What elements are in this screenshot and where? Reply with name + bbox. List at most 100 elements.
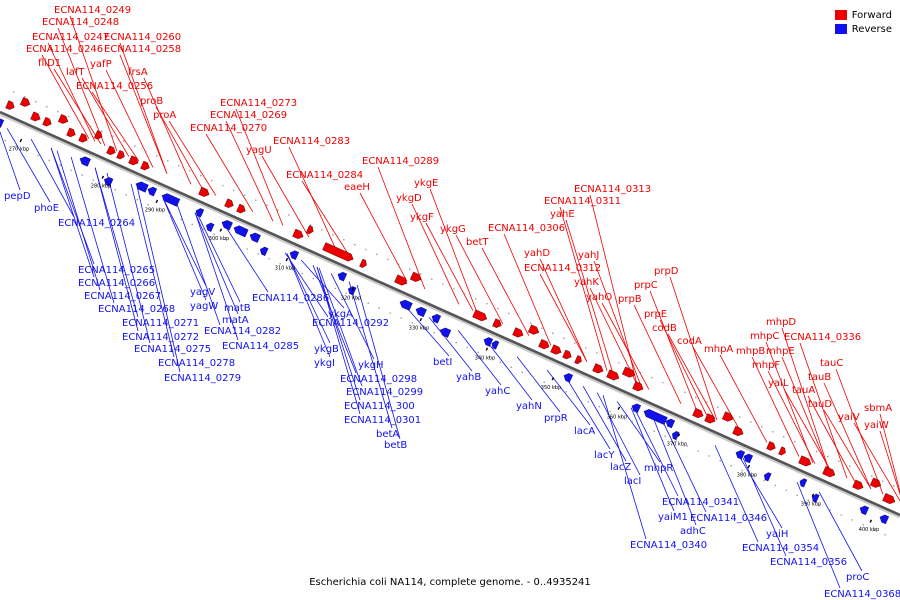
forward-gene-label[interactable]: tauB xyxy=(808,372,831,383)
reverse-gene-label[interactable]: betI xyxy=(433,357,452,368)
forward-gene-label[interactable]: yahD xyxy=(524,248,550,259)
reverse-gene-label[interactable]: ECNA114_0346 xyxy=(690,513,767,524)
reverse-gene-label[interactable]: ECNA114_0341 xyxy=(662,497,739,508)
reverse-gene-label[interactable]: yaiM1 xyxy=(658,512,688,523)
forward-gene-label[interactable]: ykgG xyxy=(440,224,466,235)
forward-gene-label[interactable]: prpE xyxy=(644,309,667,320)
forward-gene-label[interactable]: yahE xyxy=(550,209,575,220)
forward-gene-label[interactable]: ECNA114_0247 xyxy=(32,32,109,43)
forward-gene-label[interactable]: prpC xyxy=(634,280,658,291)
forward-gene-label[interactable]: sbmA xyxy=(864,403,892,414)
reverse-gene-label[interactable]: betA xyxy=(376,429,399,440)
reverse-gene-label[interactable]: ECNA114_0354 xyxy=(742,543,819,554)
reverse-gene-label[interactable]: ECNA114_0267 xyxy=(84,291,161,302)
reverse-gene-label[interactable]: ECNA114_0268 xyxy=(98,304,175,315)
reverse-gene-label[interactable]: yahB xyxy=(456,372,481,383)
forward-gene-label[interactable]: mhpD xyxy=(766,317,796,328)
reverse-gene-label[interactable]: yaiH xyxy=(766,529,788,540)
reverse-gene-label[interactable]: ECNA114_300 xyxy=(344,401,415,412)
forward-gene-label[interactable]: ECNA114_0248 xyxy=(42,17,119,28)
reverse-gene-label[interactable]: ECNA114_0299 xyxy=(346,387,423,398)
reverse-gene-label[interactable]: pepD xyxy=(4,191,31,202)
reverse-gene-label[interactable]: mhpR xyxy=(644,463,673,474)
reverse-gene-label[interactable]: ECNA114_0368 xyxy=(824,589,900,600)
forward-gene-label[interactable]: tauC xyxy=(820,358,843,369)
forward-gene-label[interactable]: ECNA114_0256 xyxy=(76,81,153,92)
forward-gene-label[interactable]: ykgE xyxy=(414,178,438,189)
forward-gene-label[interactable]: codB xyxy=(652,323,677,334)
forward-gene-label[interactable]: ECNA114_0249 xyxy=(54,5,131,16)
forward-gene-label[interactable]: ykgF xyxy=(410,212,434,223)
forward-gene-label[interactable]: ECNA114_0306 xyxy=(488,223,565,234)
reverse-gene-label[interactable]: yahC xyxy=(485,386,510,397)
reverse-gene-label[interactable]: ECNA114_0298 xyxy=(340,374,417,385)
forward-gene-label[interactable]: fliD1 xyxy=(38,58,61,69)
forward-gene-label[interactable]: eaeH xyxy=(344,182,370,193)
forward-gene-label[interactable]: mhpA xyxy=(704,344,733,355)
forward-gene-label[interactable]: ECNA114_0312 xyxy=(524,263,601,274)
reverse-gene-label[interactable]: yahN xyxy=(516,401,542,412)
reverse-gene-label[interactable]: yagW xyxy=(190,301,218,312)
forward-gene-label[interactable]: tauD xyxy=(808,399,832,410)
reverse-gene-label[interactable]: ykgH xyxy=(358,360,384,371)
forward-gene-label[interactable]: ECNA114_0258 xyxy=(104,44,181,55)
forward-gene-label[interactable]: mhpC xyxy=(750,331,779,342)
forward-gene-label[interactable]: yaiL xyxy=(768,378,789,389)
reverse-gene-label[interactable]: lacZ xyxy=(610,462,631,473)
forward-gene-label[interactable]: ECNA114_0246 xyxy=(26,44,103,55)
forward-gene-label[interactable]: yaiW xyxy=(864,420,889,431)
reverse-gene-label[interactable]: betB xyxy=(384,440,407,451)
reverse-gene-label[interactable]: lacY xyxy=(594,450,615,461)
forward-gene-label[interactable]: yaiV xyxy=(838,412,860,423)
reverse-gene-label[interactable]: matB xyxy=(224,303,251,314)
reverse-gene-label[interactable]: lacI xyxy=(624,476,641,487)
reverse-gene-label[interactable]: ECNA114_0272 xyxy=(122,332,199,343)
reverse-gene-label[interactable]: ykgB xyxy=(314,344,339,355)
reverse-gene-label[interactable]: ECNA114_0282 xyxy=(204,326,281,337)
forward-gene-label[interactable]: yahJ xyxy=(578,250,599,261)
reverse-gene-label[interactable]: ECNA114_0279 xyxy=(164,373,241,384)
reverse-gene-label[interactable]: phoE xyxy=(34,203,59,214)
reverse-gene-label[interactable]: prpR xyxy=(544,413,568,424)
reverse-gene-label[interactable]: ECNA114_0301 xyxy=(344,415,421,426)
reverse-gene-label[interactable]: ECNA114_0286 xyxy=(252,293,329,304)
forward-gene-label[interactable]: mhpB xyxy=(736,346,765,357)
forward-gene-label[interactable]: ECNA114_0283 xyxy=(273,136,350,147)
reverse-gene-label[interactable]: yagV xyxy=(190,287,215,298)
forward-gene-label[interactable]: ECNA114_0284 xyxy=(286,170,363,181)
reverse-gene-label[interactable]: proC xyxy=(846,572,869,583)
reverse-gene-label[interactable]: ECNA114_0278 xyxy=(158,358,235,369)
reverse-gene-label[interactable]: ykgA xyxy=(328,309,353,320)
forward-gene-label[interactable]: yahK xyxy=(574,277,599,288)
reverse-gene-label[interactable]: ECNA114_0285 xyxy=(222,341,299,352)
forward-gene-label[interactable]: mhpE xyxy=(766,346,795,357)
reverse-gene-label[interactable]: matA xyxy=(222,315,249,326)
forward-gene-label[interactable]: proB xyxy=(140,96,163,107)
forward-gene-label[interactable]: yafP xyxy=(90,59,112,70)
forward-gene-label[interactable]: codA xyxy=(677,336,702,347)
forward-gene-label[interactable]: ECNA114_0289 xyxy=(362,156,439,167)
reverse-gene-label[interactable]: ECNA114_0356 xyxy=(770,557,847,568)
forward-gene-label[interactable]: ECNA114_0336 xyxy=(784,332,861,343)
forward-gene-label[interactable]: tauA xyxy=(792,385,815,396)
forward-gene-label[interactable]: lafT xyxy=(66,67,85,78)
reverse-gene-label[interactable]: ECNA114_0266 xyxy=(78,278,155,289)
forward-gene-label[interactable]: ECNA114_0260 xyxy=(104,32,181,43)
forward-gene-label[interactable]: prpB xyxy=(618,294,642,305)
forward-gene-label[interactable]: prpD xyxy=(654,266,679,277)
reverse-gene-label[interactable]: ECNA114_0292 xyxy=(312,318,389,329)
reverse-gene-label[interactable]: lacA xyxy=(574,426,595,437)
forward-gene-label[interactable]: ykgD xyxy=(396,193,422,204)
reverse-gene-label[interactable]: ECNA114_0265 xyxy=(78,265,155,276)
forward-gene-label[interactable]: yahO xyxy=(586,292,612,303)
reverse-gene-label[interactable]: ECNA114_0271 xyxy=(122,318,199,329)
forward-gene-label[interactable]: proA xyxy=(153,110,176,121)
forward-gene-label[interactable]: betT xyxy=(466,237,489,248)
forward-gene-label[interactable]: mhpF xyxy=(752,360,780,371)
forward-gene-label[interactable]: yagU xyxy=(246,145,272,156)
forward-gene-label[interactable]: ECNA114_0273 xyxy=(220,98,297,109)
forward-gene-label[interactable]: ECNA114_0270 xyxy=(190,123,267,134)
reverse-gene-label[interactable]: ykgI xyxy=(314,358,335,369)
reverse-gene-label[interactable]: ECNA114_0340 xyxy=(630,540,707,551)
forward-gene-label[interactable]: ECNA114_0313 xyxy=(574,184,651,195)
